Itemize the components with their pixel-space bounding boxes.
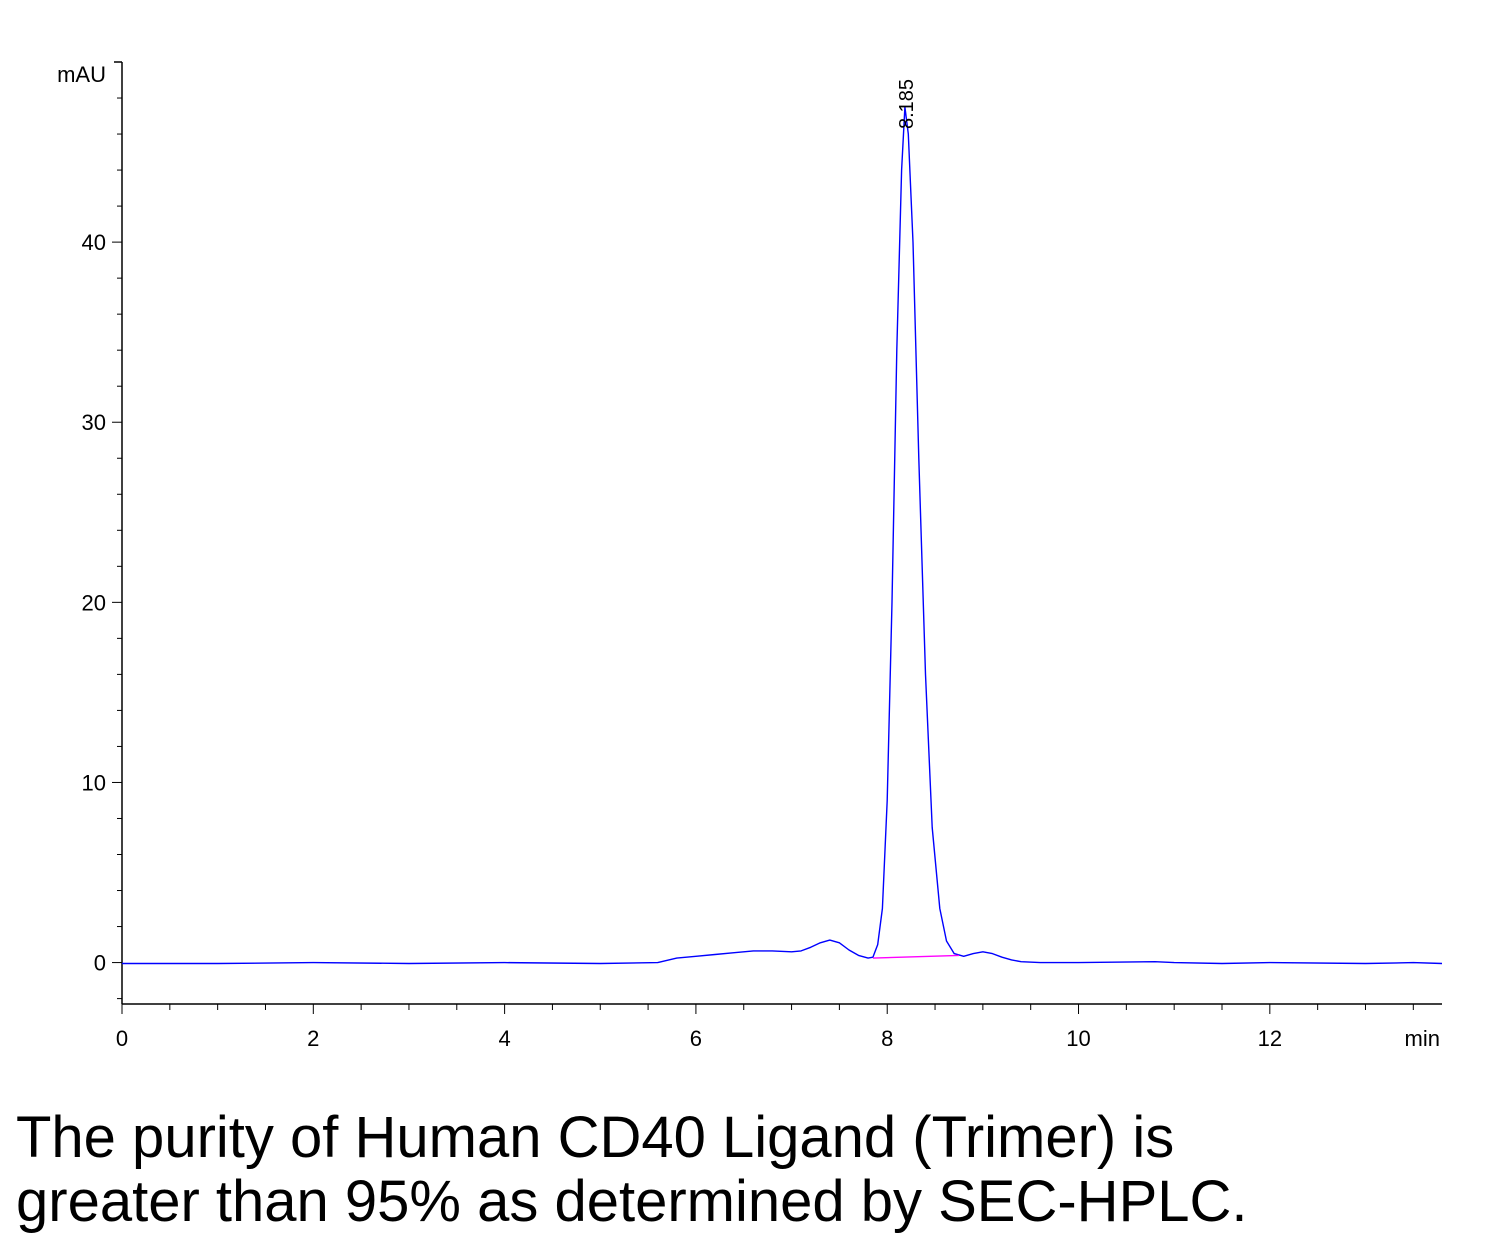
y-tick-label: 0 (94, 951, 106, 976)
figure-caption: The purity of Human CD40 Ligand (Trimer)… (16, 1106, 1486, 1234)
caption-line-1: The purity of Human CD40 Ligand (Trimer)… (16, 1105, 1175, 1170)
x-tick-label: 12 (1258, 1026, 1282, 1051)
baseline-integration-line (872, 954, 960, 959)
x-tick-label: 4 (498, 1026, 510, 1051)
peak-retention-label: 8.185 (896, 79, 918, 129)
tick-labels: 0 10 20 30 40 0 2 4 6 8 10 12 (82, 230, 1283, 1051)
ticks (112, 61, 1414, 1014)
annotations: 8.185 (896, 79, 918, 129)
x-tick-label: 6 (690, 1026, 702, 1051)
x-tick-label: 0 (116, 1026, 128, 1051)
caption-line-2: greater than 95% as determined by SEC-HP… (16, 1169, 1248, 1234)
x-tick-label: 2 (307, 1026, 319, 1051)
series (122, 106, 1443, 965)
x-axis-unit-label: min (1405, 1026, 1440, 1051)
y-axis-unit-label: mAU (57, 62, 106, 87)
y-tick-label: 20 (82, 590, 106, 615)
axes (114, 61, 1442, 1005)
y-tick-label: 10 (82, 770, 106, 795)
y-tick-label: 40 (82, 230, 106, 255)
x-tick-label: 8 (881, 1026, 893, 1051)
chromatogram-chart: 0 10 20 30 40 0 2 4 6 8 10 12 mAU min 8.185 (57, 61, 1443, 1051)
chromatogram-trace (122, 106, 1443, 965)
x-tick-label: 10 (1066, 1026, 1090, 1051)
y-tick-label: 30 (82, 410, 106, 435)
